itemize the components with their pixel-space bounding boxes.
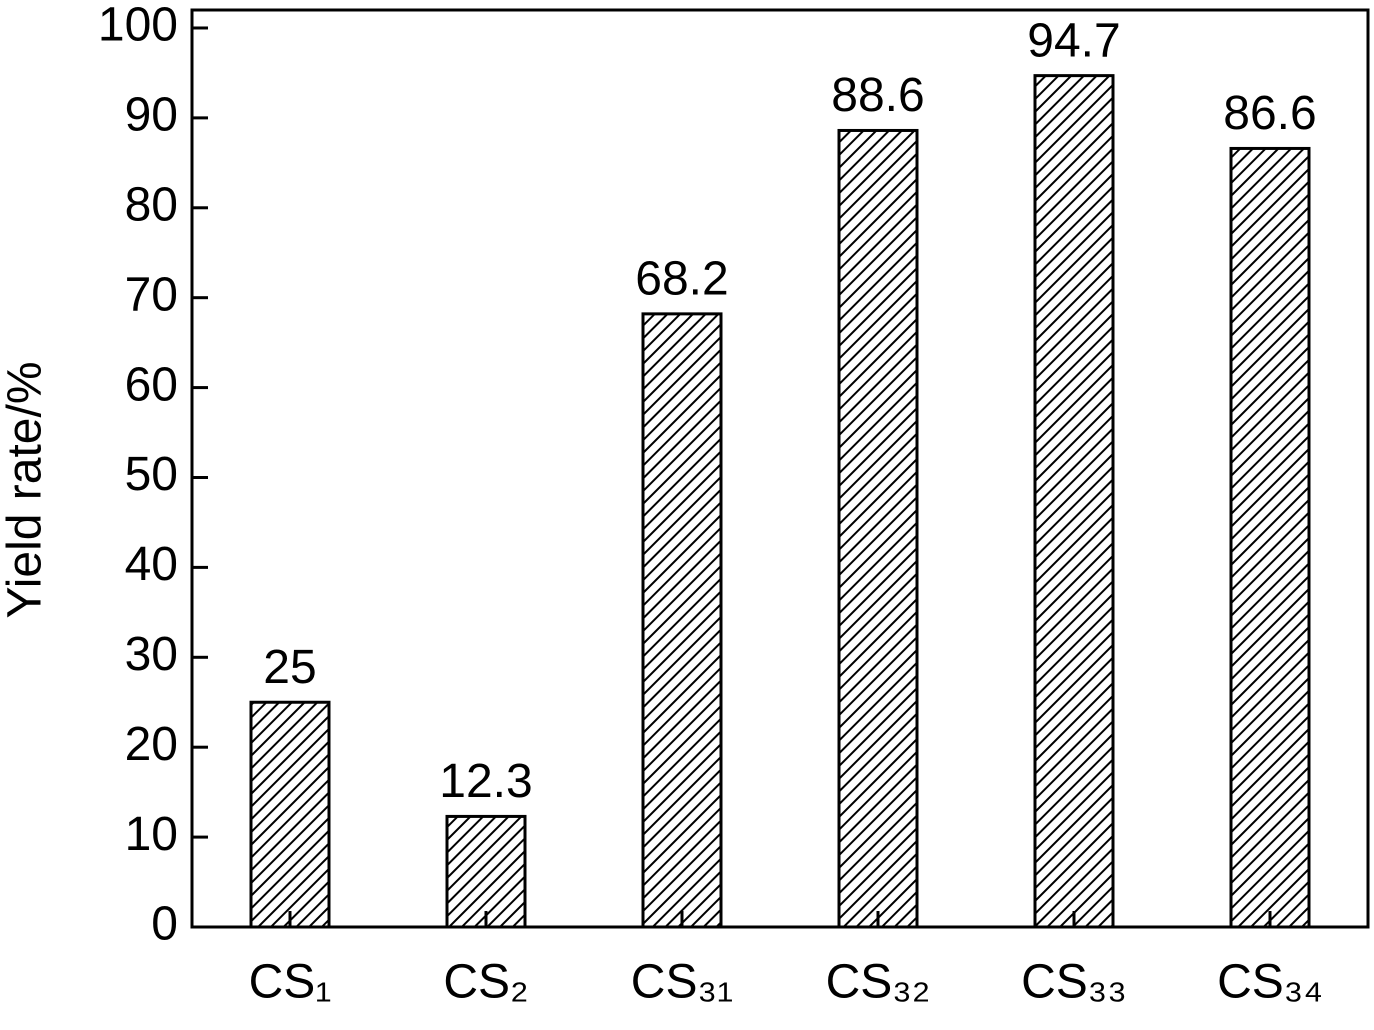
bar — [837, 128, 919, 929]
x-tick-label: CS₃₂ — [826, 956, 931, 1009]
y-tick-label: 0 — [151, 898, 178, 951]
y-tick-label: 90 — [125, 89, 178, 142]
y-tick-label: 20 — [125, 718, 178, 771]
x-tick-label: CS₃₁ — [631, 956, 733, 1009]
y-tick-label: 80 — [125, 178, 178, 231]
bar — [1229, 146, 1311, 929]
x-tick-label: CS₃₄ — [1217, 956, 1323, 1009]
y-tick-label: 60 — [125, 358, 178, 411]
bar — [1033, 74, 1115, 929]
plot-frame — [190, 8, 1370, 929]
x-tick-label: CS₂ — [443, 956, 528, 1009]
value-label: 88.6 — [831, 69, 924, 122]
y-tick-label: 40 — [125, 538, 178, 591]
x-tick-label: CS₁ — [249, 956, 332, 1009]
y-tick-label: 10 — [125, 808, 178, 861]
value-label: 94.7 — [1027, 14, 1120, 67]
value-label: 25 — [263, 641, 316, 694]
bar — [641, 312, 723, 929]
value-label: 68.2 — [635, 253, 728, 306]
bar — [445, 814, 527, 929]
y-axis-label: Yield rate/% — [0, 361, 52, 618]
value-label: 86.6 — [1223, 87, 1316, 140]
y-tick-label: 70 — [125, 268, 178, 321]
y-tick-label: 30 — [125, 628, 178, 681]
value-label: 12.3 — [439, 755, 532, 808]
bar — [249, 700, 331, 929]
y-tick-label: 50 — [125, 448, 178, 501]
x-tick-label: CS₃₃ — [1021, 956, 1127, 1009]
y-tick-label: 100 — [98, 0, 178, 52]
